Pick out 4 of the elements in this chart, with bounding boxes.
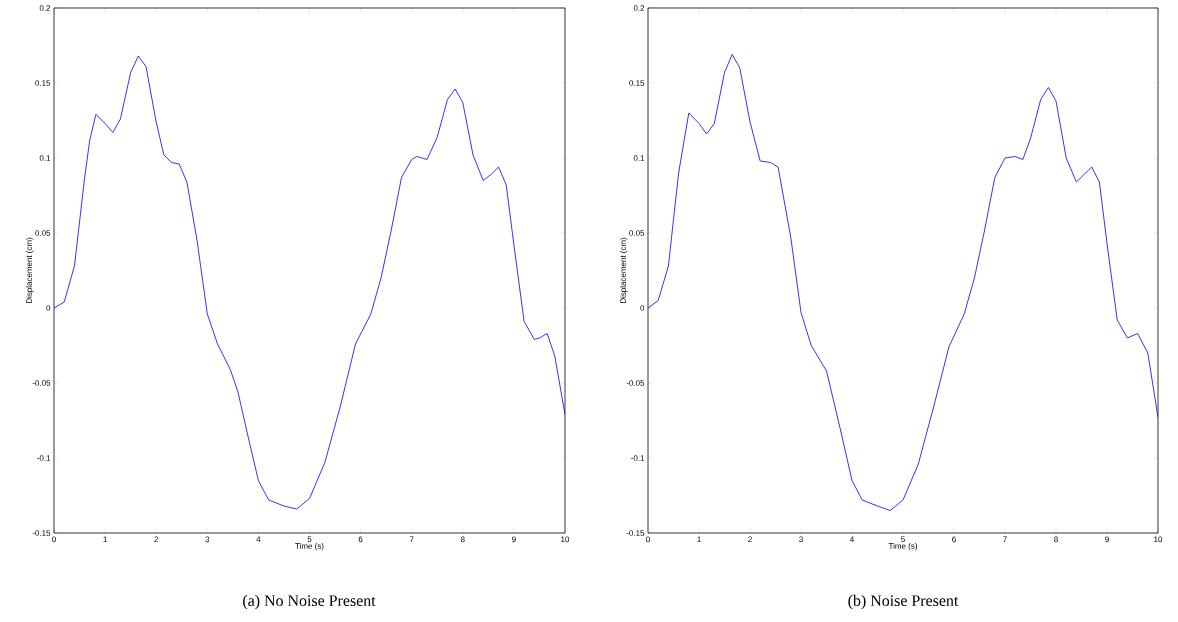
text: (a) No Noise Present — [243, 594, 376, 610]
line-series — [54, 55, 565, 510]
line-series — [648, 54, 1159, 511]
text: (b) Noise Present — [848, 594, 959, 610]
